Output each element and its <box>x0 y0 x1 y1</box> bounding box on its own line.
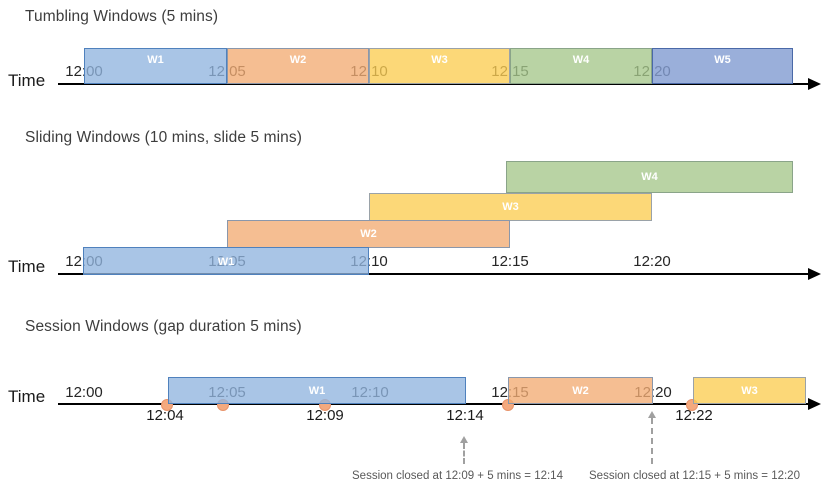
session-close-annotation-2: Session closed at 12:15 + 5 mins = 12:20 <box>589 470 800 482</box>
tumbling-timeline <box>58 83 810 85</box>
tumbling-title: Tumbling Windows (5 mins) <box>25 8 219 25</box>
session-timeline <box>58 403 810 405</box>
session-tick-1200: 12:00 <box>65 384 103 401</box>
tumbling-time-label: Time <box>8 71 46 90</box>
event-label-1209: 12:09 <box>306 407 344 424</box>
sliding-title: Sliding Windows (10 mins, slide 5 mins) <box>25 129 302 146</box>
arrow-dashed-line <box>651 418 653 464</box>
sliding-window-w3-label: W3 <box>502 201 519 213</box>
tumbling-window-w5: W5 <box>652 48 793 84</box>
tumbling-window-w1-label: W1 <box>147 54 164 66</box>
session-timeline-arrowhead-icon <box>808 398 821 410</box>
arrow-up-head-icon <box>648 411 656 418</box>
tumbling-window-w3: W3 <box>369 48 510 84</box>
arrow-up-head-icon <box>460 436 468 443</box>
session-close-arrow-1214-icon <box>459 436 469 464</box>
sliding-timeline <box>58 273 810 275</box>
session-window-w2: W2 <box>508 377 653 404</box>
tumbling-window-w2: W2 <box>227 48 369 84</box>
sliding-tick-1220: 12:20 <box>633 253 671 270</box>
event-label-1204: 12:04 <box>146 407 184 424</box>
sliding-window-w2-label: W2 <box>360 228 377 240</box>
session-time-label: Time <box>8 387 46 406</box>
sliding-time-label: Time <box>8 257 46 276</box>
sliding-timeline-arrowhead-icon <box>808 268 821 280</box>
sliding-window-w4: W4 <box>506 161 793 193</box>
sliding-window-w1: W1 <box>83 247 369 275</box>
session-window-w3: W3 <box>693 377 806 404</box>
session-close-annotation-1: Session closed at 12:09 + 5 mins = 12:14 <box>352 470 563 482</box>
session-close-arrow-1220-icon <box>647 411 657 464</box>
tumbling-window-w1: W1 <box>84 48 227 84</box>
arrow-dashed-line <box>463 443 465 464</box>
event-label-1214: 12:14 <box>446 407 484 424</box>
tumbling-window-w2-label: W2 <box>289 54 307 66</box>
sliding-window-w1-label: W1 <box>217 255 235 268</box>
tumbling-window-w4-label: W4 <box>572 54 590 66</box>
sliding-window-w4-label: W4 <box>641 171 658 183</box>
sliding-window-w2: W2 <box>227 220 510 248</box>
session-window-w2-label: W2 <box>572 385 589 397</box>
event-label-1222: 12:22 <box>675 407 713 424</box>
tumbling-window-w3-label: W3 <box>431 54 448 66</box>
tumbling-window-w4: W4 <box>510 48 652 84</box>
session-window-w1-label: W1 <box>308 385 326 397</box>
tumbling-timeline-arrowhead-icon <box>808 78 821 90</box>
sliding-window-w3: W3 <box>369 193 652 221</box>
session-title: Session Windows (gap duration 5 mins) <box>25 318 302 335</box>
tumbling-window-w5-label: W5 <box>714 54 731 66</box>
sliding-tick-1215: 12:15 <box>491 253 529 270</box>
session-window-w1: W1 <box>168 377 466 404</box>
session-window-w3-label: W3 <box>741 385 758 397</box>
